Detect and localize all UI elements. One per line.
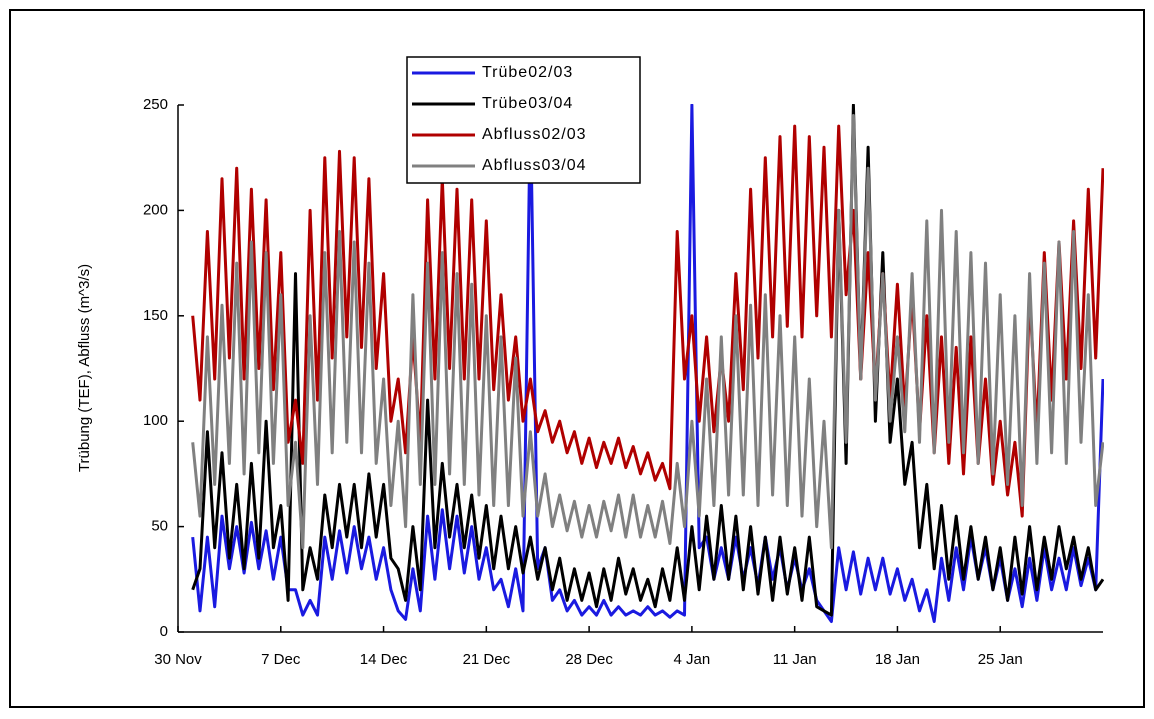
legend-label: Trübe03/04: [482, 95, 573, 112]
x-tick-label: 25 Jan: [978, 651, 1023, 668]
x-tick-label: 4 Jan: [674, 651, 711, 668]
legend-label: Trübe02/03: [482, 64, 573, 81]
x-tick-label: 21 Dec: [463, 651, 511, 668]
series-line: [191, 104, 1104, 617]
series-line: [191, 114, 1104, 550]
plot-area: [191, 104, 1104, 623]
y-tick-label: 0: [160, 623, 168, 640]
x-tick-label: 7 Dec: [261, 651, 301, 668]
y-tick-label: 50: [151, 518, 168, 535]
y-tick-label: 250: [143, 96, 168, 113]
legend-box: [406, 56, 641, 184]
x-tick-label: 30 Nov: [154, 651, 202, 668]
x-tick-label: 28 Dec: [565, 651, 613, 668]
x-tick-label: 18 Jan: [875, 651, 920, 668]
y-tick-label: 200: [143, 201, 168, 218]
x-tick-label: 11 Jan: [773, 651, 817, 668]
series-line: [191, 124, 1104, 518]
legend-label: Abfluss02/03: [482, 126, 587, 143]
y-tick-label: 100: [143, 412, 168, 429]
legend: Trübe02/03 Trübe03/04 Abfluss02/03 Abfluss0…: [406, 56, 641, 184]
y-tick-label: 150: [143, 307, 168, 324]
series-line: [191, 104, 1104, 623]
legend-label: Abfluss03/04: [482, 157, 587, 174]
frame: [9, 9, 1145, 708]
y-axis-label: Trübung (TEF), Abfluss (m^3/s): [76, 264, 93, 472]
x-tick-label: 14 Dec: [360, 651, 408, 668]
